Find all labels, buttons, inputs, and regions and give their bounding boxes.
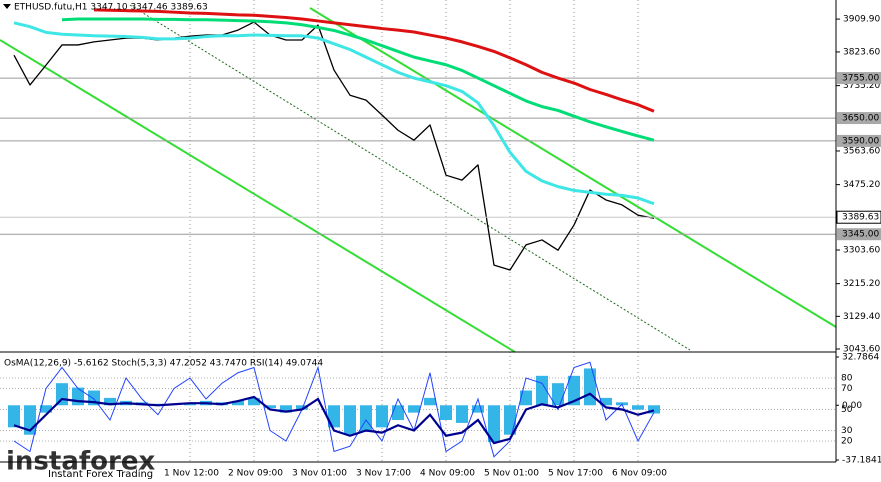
- trend-line: [129, 4, 691, 351]
- x-tick-label: 1 Nov 12:00: [164, 469, 219, 479]
- trend-line: [0, 39, 516, 353]
- y-tick-label: 3823.60: [843, 47, 880, 57]
- level-label-box: [837, 134, 881, 147]
- osma-bar: [264, 405, 276, 409]
- osma-bar: [280, 405, 292, 413]
- y-tick-label: 3303.60: [843, 245, 880, 255]
- watermark-logo: instaforex: [6, 447, 156, 477]
- indicator-line: [13, 392, 655, 445]
- osma-bar: [600, 397, 612, 406]
- y2-tick-label: 32.7864: [842, 353, 879, 363]
- price-line: [61, 17, 655, 142]
- trend-line: [309, 7, 837, 328]
- osma-bar: [648, 405, 660, 414]
- x-tick-label: 3 Nov 01:00: [292, 469, 347, 479]
- price-line: [13, 21, 655, 271]
- osma-bar: [440, 405, 452, 420]
- y-tick-label: 50: [841, 405, 853, 415]
- osma-bar: [328, 405, 340, 428]
- menu-arrow: [3, 4, 11, 9]
- y-tick-label: 20: [841, 437, 853, 447]
- y-tick-label: 80: [841, 374, 853, 384]
- osma-bar: [8, 405, 20, 428]
- osma-bar: [184, 403, 196, 406]
- watermark-tagline: Instant Forex Trading: [48, 469, 153, 480]
- osma-bar: [72, 387, 84, 406]
- y-tick-label: 3215.20: [843, 279, 880, 289]
- osma-bar: [392, 405, 404, 420]
- osma-bar: [456, 405, 468, 423]
- y-tick-label: 3563.60: [843, 146, 880, 156]
- x-tick-label: 3 Nov 17:00: [356, 469, 411, 479]
- level-label-box: [837, 228, 881, 241]
- osma-bar: [488, 405, 500, 443]
- level-label-box: [837, 72, 881, 85]
- x-tick-label: 4 Nov 09:00: [420, 469, 475, 479]
- price-line: [13, 21, 655, 206]
- x-tick-label: 5 Nov 01:00: [484, 469, 539, 479]
- chart-title: ETHUSD.futu,H1 3347.10 3347.46 3389.63: [14, 3, 208, 13]
- y-tick-label: 3735.20: [843, 81, 880, 91]
- level-label: 3650.00: [842, 114, 879, 124]
- osma-bar: [232, 400, 244, 406]
- osma-bar: [248, 397, 260, 406]
- osma-bar: [536, 375, 548, 406]
- y2-tick-label: 0.00: [842, 401, 862, 411]
- x-tick-label: 6 Nov 09:00: [612, 469, 667, 479]
- y-tick-label: 70: [841, 384, 853, 394]
- osma-bar: [632, 405, 644, 410]
- osma-bar: [584, 368, 596, 406]
- y-tick-label: 30: [841, 426, 853, 436]
- osma-bar: [344, 405, 356, 435]
- price-label-box: [836, 210, 881, 224]
- indicator-title: OsMA(12,26,9) -5.6162 Stoch(5,3,3) 47.20…: [4, 359, 323, 369]
- level-label: 3345.00: [842, 230, 879, 240]
- level-label: 3590.00: [842, 136, 879, 146]
- osma-bar: [568, 375, 580, 406]
- price-line: [93, 8, 655, 113]
- osma-bar: [520, 390, 532, 406]
- osma-bar: [296, 405, 308, 410]
- osma-bar: [408, 405, 420, 413]
- osma-bar: [40, 405, 52, 413]
- level-label: 3755.00: [842, 74, 879, 84]
- indicator-line: [13, 361, 655, 458]
- y-tick-label: 3129.40: [843, 312, 880, 322]
- x-tick-label: 2 Nov 09:00: [228, 469, 283, 479]
- y-tick-label: 3909.90: [843, 15, 880, 25]
- osma-bar: [104, 397, 116, 406]
- y-tick-label: 3043.60: [843, 345, 880, 355]
- osma-bar: [424, 397, 436, 406]
- price-label: 3389.63: [842, 213, 879, 223]
- osma-bar: [472, 405, 484, 413]
- level-label-box: [837, 112, 881, 125]
- osma-bar: [552, 383, 564, 406]
- x-tick-label: 5 Nov 17:00: [548, 469, 603, 479]
- y-tick-label: 3475.20: [843, 180, 880, 190]
- osma-bar: [376, 405, 388, 428]
- y2-tick-label: -37.1841: [842, 456, 881, 466]
